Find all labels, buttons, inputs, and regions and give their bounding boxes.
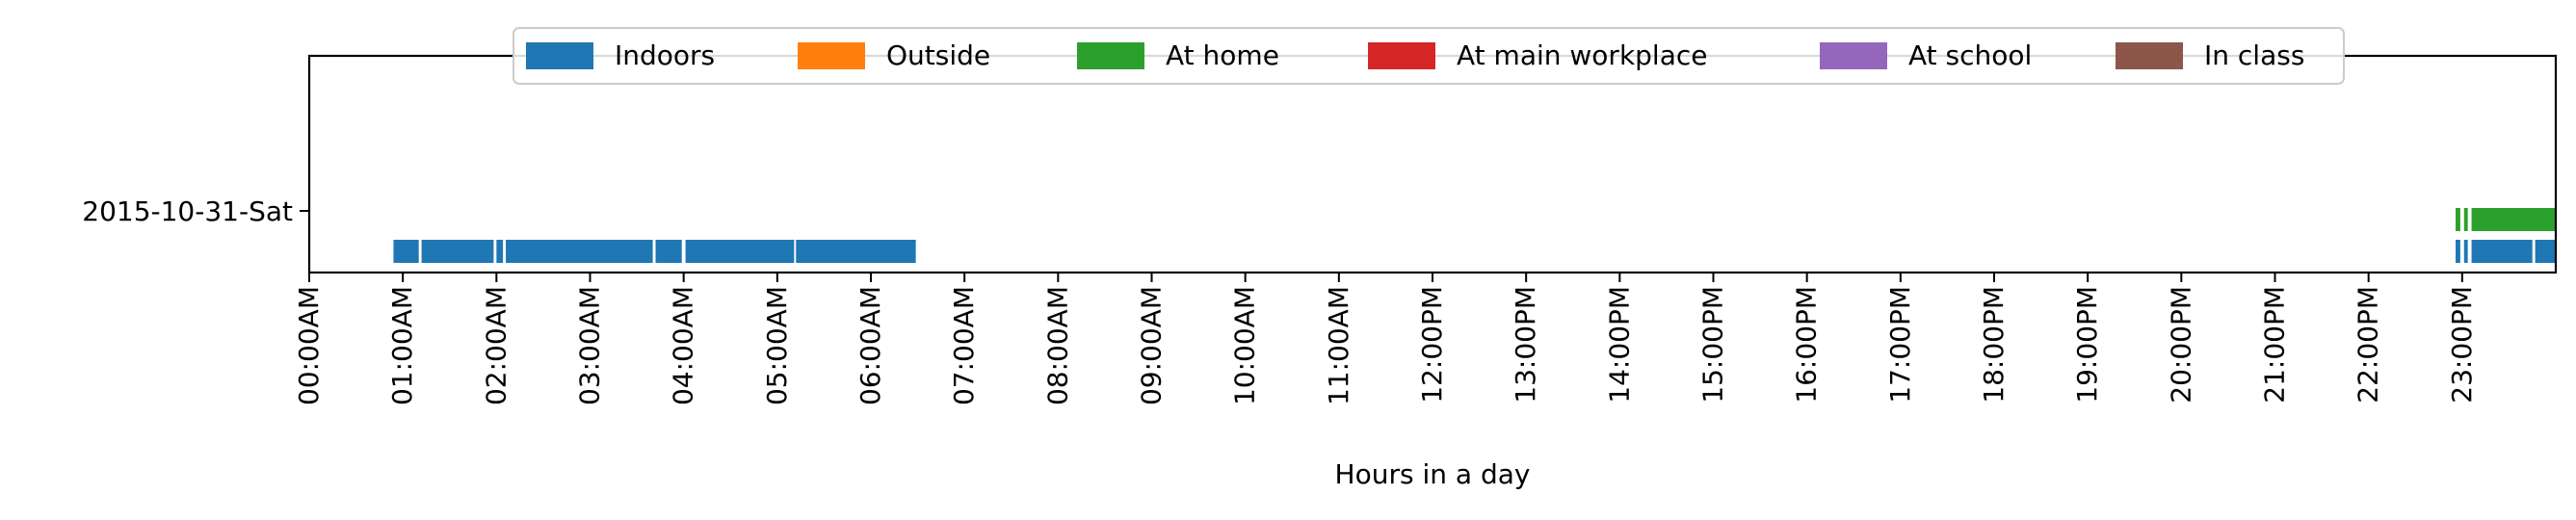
legend-label: At main workplace xyxy=(1457,39,1708,71)
x-tick-label: 04:00AM xyxy=(668,286,699,405)
activity-bars xyxy=(393,208,2556,263)
x-tick-label: 22:00PM xyxy=(2353,286,2384,403)
activity-bar-indoors xyxy=(655,240,682,263)
activity-bar-at-home xyxy=(2456,208,2460,231)
x-tick-label: 09:00AM xyxy=(1136,286,1168,405)
x-tick-label: 08:00AM xyxy=(1041,286,1073,405)
x-tick-label: 06:00AM xyxy=(854,286,886,405)
activity-bar-indoors xyxy=(421,240,494,263)
x-tick-label: 19:00PM xyxy=(2071,286,2103,403)
x-tick-label: 02:00AM xyxy=(480,286,512,405)
activity-bar-indoors xyxy=(2456,240,2460,263)
activity-bar-at-home xyxy=(2471,208,2556,231)
x-tick-label: 03:00AM xyxy=(574,286,606,405)
x-tick-label: 20:00PM xyxy=(2165,286,2196,403)
x-tick-label: 12:00PM xyxy=(1416,286,1448,403)
x-tick-label: 18:00PM xyxy=(1978,286,2010,403)
legend-swatch-at-main-workplace xyxy=(1368,42,1435,69)
x-axis: 00:00AM 01:00AM 02:00AM 03:00AM 04:00AM 05:00… xyxy=(293,273,2478,405)
x-tick-label: 01:00AM xyxy=(386,286,418,405)
legend-label: Indoors xyxy=(615,39,715,71)
activity-bar-indoors xyxy=(393,240,419,263)
legend-label: At school xyxy=(1908,39,2032,71)
legend-swatch-at-school xyxy=(1820,42,1887,69)
legend-label: At home xyxy=(1166,39,1279,71)
activity-bar-indoors xyxy=(2471,240,2533,263)
x-tick-label: 11:00AM xyxy=(1323,286,1354,405)
x-tick-label: 07:00AM xyxy=(948,286,980,405)
activity-bar-indoors xyxy=(796,240,916,263)
y-tick-label: 2015-10-31-Sat xyxy=(82,195,293,227)
x-tick-label: 16:00PM xyxy=(1791,286,1823,403)
activity-bar-indoors xyxy=(2535,240,2556,263)
x-tick-label: 10:00AM xyxy=(1229,286,1261,405)
x-tick-label: 00:00AM xyxy=(293,286,325,405)
legend-label: Outside xyxy=(886,39,990,71)
activity-bar-indoors xyxy=(506,240,653,263)
y-axis: 2015-10-31-Sat xyxy=(82,195,309,227)
x-axis-label: Hours in a day xyxy=(1335,458,1531,490)
legend: Indoors Outside At home At main workplace At… xyxy=(513,27,2345,85)
x-tick-label: 23:00PM xyxy=(2446,286,2478,403)
legend-swatch-indoors xyxy=(526,42,593,69)
activity-bar-indoors xyxy=(685,240,795,263)
activity-bar-indoors xyxy=(2463,240,2468,263)
activity-bar-at-home xyxy=(2463,208,2468,231)
x-tick-label: 21:00PM xyxy=(2259,286,2291,403)
legend-swatch-in-class xyxy=(2116,42,2183,69)
x-tick-label: 15:00PM xyxy=(1697,286,1729,403)
x-tick-label: 05:00AM xyxy=(761,286,793,405)
x-tick-label: 17:00PM xyxy=(1884,286,1916,403)
legend-swatch-at-home xyxy=(1077,42,1144,69)
legend-swatch-outside xyxy=(798,42,865,69)
x-tick-label: 13:00PM xyxy=(1510,286,1541,403)
x-tick-label: 14:00PM xyxy=(1603,286,1635,403)
activity-bar-indoors xyxy=(496,240,504,263)
legend-label: In class xyxy=(2204,39,2304,71)
